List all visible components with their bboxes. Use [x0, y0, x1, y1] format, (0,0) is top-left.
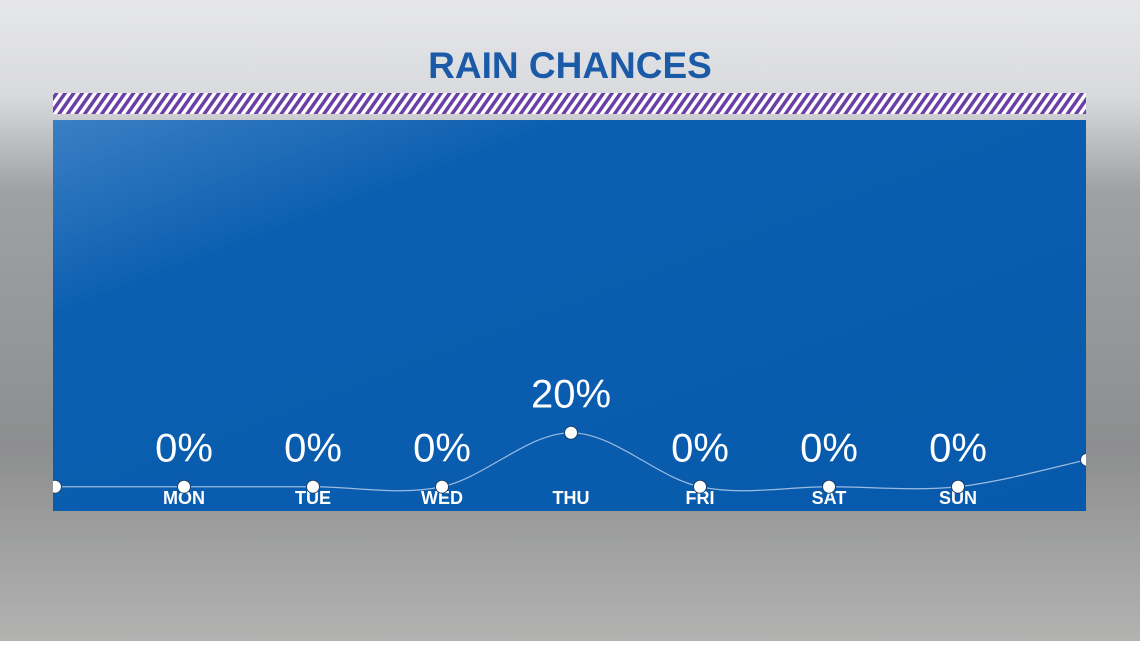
- day-label: WED: [421, 488, 463, 508]
- value-label: 0%: [800, 426, 858, 470]
- day-label: SUN: [939, 488, 977, 508]
- value-label: 0%: [671, 426, 729, 470]
- value-label: 20%: [531, 372, 611, 416]
- data-point: [1080, 452, 1086, 467]
- data-point: [564, 425, 578, 440]
- value-label: 0%: [413, 426, 471, 470]
- data-point: [822, 479, 836, 494]
- panel: [53, 120, 1086, 511]
- day-label: FRI: [686, 488, 715, 508]
- day-label: SAT: [812, 488, 847, 508]
- value-label: 0%: [155, 426, 213, 470]
- day-label: MON: [163, 488, 205, 508]
- hatch-band: [53, 93, 1086, 114]
- plot: MON TUE WED THU FRI SAT SUN 0% 0% 0% 20% 0% 0% 0%: [53, 372, 1086, 508]
- data-point: [177, 479, 191, 494]
- value-label: 0%: [284, 426, 342, 470]
- data-point: [951, 479, 965, 494]
- data-point: [306, 479, 320, 494]
- data-point: [435, 479, 449, 494]
- day-label: TUE: [295, 488, 331, 508]
- value-label: 0%: [929, 426, 987, 470]
- day-label: THU: [553, 488, 590, 508]
- chart-title: RAIN CHANCES: [428, 45, 712, 86]
- data-point: [693, 479, 707, 494]
- data-point: [53, 479, 62, 494]
